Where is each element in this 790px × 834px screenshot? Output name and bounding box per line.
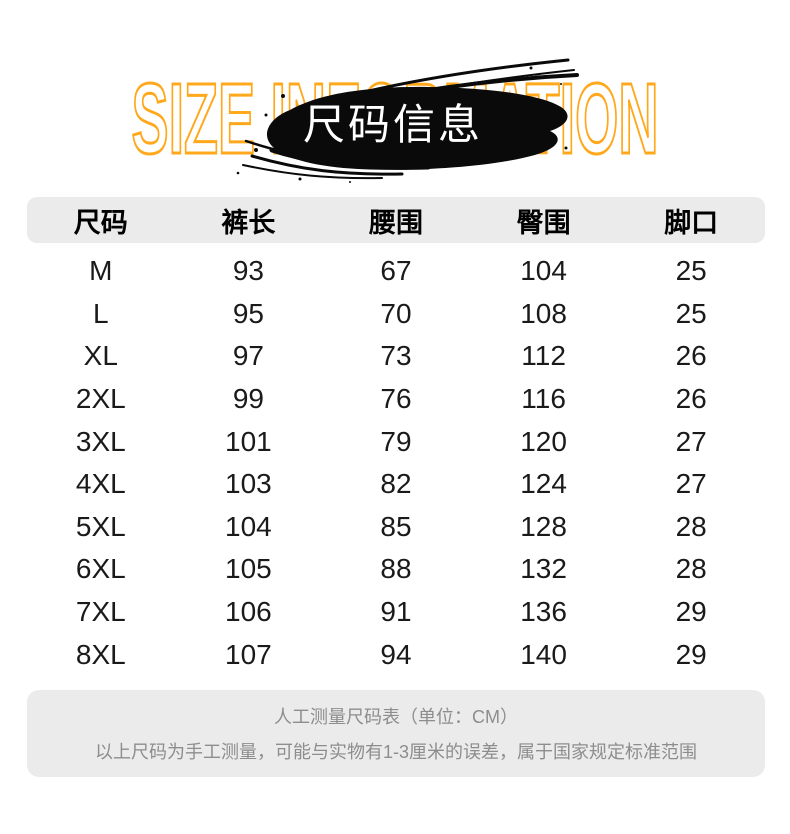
cell-waist: 82 bbox=[380, 468, 412, 500]
cell-hip: 112 bbox=[521, 340, 566, 372]
table-row: XL 97 73 112 26 bbox=[27, 335, 765, 378]
cell-size: M bbox=[89, 255, 113, 287]
cell-leg-opening: 26 bbox=[675, 340, 707, 372]
cell-leg-opening: 26 bbox=[675, 383, 707, 415]
cell-size: 8XL bbox=[75, 638, 126, 670]
title-graphic: SIZE INFORMATION bbox=[130, 58, 660, 183]
cell-leg-opening: 27 bbox=[675, 425, 707, 457]
cell-pant-length: 99 bbox=[232, 383, 264, 415]
cell-leg-opening: 29 bbox=[675, 638, 707, 670]
cell-pant-length: 101 bbox=[225, 425, 272, 457]
cell-waist: 67 bbox=[380, 255, 412, 287]
col-header-hip: 臀围 bbox=[516, 207, 571, 238]
cell-waist: 70 bbox=[380, 297, 412, 329]
col-header-waist: 腰围 bbox=[368, 207, 423, 238]
brush-stroke-graphic bbox=[236, 58, 579, 183]
table-row: 4XL 103 82 124 27 bbox=[27, 463, 765, 506]
cell-leg-opening: 27 bbox=[675, 468, 707, 500]
cell-waist: 76 bbox=[380, 383, 412, 415]
cell-size: 3XL bbox=[75, 425, 126, 457]
cell-pant-length: 105 bbox=[225, 553, 272, 585]
note-unit-line: 人工测量尺码表（单位：CM） bbox=[274, 707, 518, 727]
table-row: 6XL 105 88 132 28 bbox=[27, 548, 765, 591]
cell-waist: 94 bbox=[380, 638, 412, 670]
cell-pant-length: 97 bbox=[232, 340, 264, 372]
cell-waist: 91 bbox=[380, 596, 412, 628]
cell-waist: 73 bbox=[380, 340, 412, 372]
cell-size: L bbox=[93, 297, 109, 329]
table-header-row: 尺码 裤长 腰围 臀围 脚口 bbox=[27, 197, 765, 243]
cell-size: 6XL bbox=[75, 553, 126, 585]
cell-size: 7XL bbox=[75, 596, 126, 628]
cell-pant-length: 103 bbox=[225, 468, 272, 500]
table-row: 2XL 99 76 116 26 bbox=[27, 378, 765, 421]
cell-hip: 104 bbox=[520, 255, 567, 287]
cell-waist: 88 bbox=[380, 553, 412, 585]
cell-leg-opening: 25 bbox=[675, 297, 707, 329]
cell-leg-opening: 28 bbox=[675, 553, 707, 585]
cell-leg-opening: 25 bbox=[675, 255, 707, 287]
cell-hip: 124 bbox=[520, 468, 567, 500]
cell-size: 2XL bbox=[75, 383, 126, 415]
size-table: 尺码 裤长 腰围 臀围 脚口 M 93 67 104 25 L 95 70 10… bbox=[27, 197, 765, 676]
cell-leg-opening: 28 bbox=[675, 510, 707, 542]
cell-hip: 120 bbox=[520, 425, 567, 457]
table-row: 3XL 101 79 120 27 bbox=[27, 420, 765, 463]
cell-hip: 116 bbox=[521, 383, 566, 415]
note-tolerance-line: 以上尺码为手工测量，可能与实物有1-3厘米的误差，属于国家规定标准范围 bbox=[94, 742, 697, 762]
cell-hip: 108 bbox=[520, 297, 567, 329]
cell-pant-length: 104 bbox=[225, 510, 272, 542]
cell-waist: 79 bbox=[380, 425, 412, 457]
cell-hip: 132 bbox=[520, 553, 567, 585]
measurement-note-box: 人工测量尺码表（单位：CM） 以上尺码为手工测量，可能与实物有1-3厘米的误差，… bbox=[27, 690, 765, 777]
cell-hip: 136 bbox=[520, 596, 567, 628]
col-header-pant-length: 裤长 bbox=[221, 207, 276, 238]
table-body: M 93 67 104 25 L 95 70 108 25 XL 97 73 1… bbox=[27, 250, 765, 676]
title-banner: SIZE INFORMATION bbox=[0, 55, 790, 195]
cell-hip: 140 bbox=[520, 638, 567, 670]
cell-hip: 128 bbox=[520, 510, 567, 542]
cell-pant-length: 93 bbox=[232, 255, 264, 287]
table-row: 8XL 107 94 140 29 bbox=[27, 633, 765, 676]
cell-size: XL bbox=[83, 340, 118, 372]
cell-leg-opening: 29 bbox=[675, 596, 707, 628]
col-header-leg-opening: 脚口 bbox=[664, 207, 719, 238]
table-row: L 95 70 108 25 bbox=[27, 293, 765, 336]
col-header-size: 尺码 bbox=[73, 207, 128, 238]
table-row: 5XL 104 85 128 28 bbox=[27, 506, 765, 549]
table-row: 7XL 106 91 136 29 bbox=[27, 591, 765, 634]
table-row: M 93 67 104 25 bbox=[27, 250, 765, 293]
title-chinese: 尺码信息 bbox=[303, 101, 483, 148]
cell-pant-length: 106 bbox=[225, 596, 272, 628]
cell-pant-length: 95 bbox=[232, 297, 264, 329]
cell-size: 4XL bbox=[75, 468, 126, 500]
cell-pant-length: 107 bbox=[225, 638, 272, 670]
cell-waist: 85 bbox=[380, 510, 412, 542]
cell-size: 5XL bbox=[75, 510, 126, 542]
